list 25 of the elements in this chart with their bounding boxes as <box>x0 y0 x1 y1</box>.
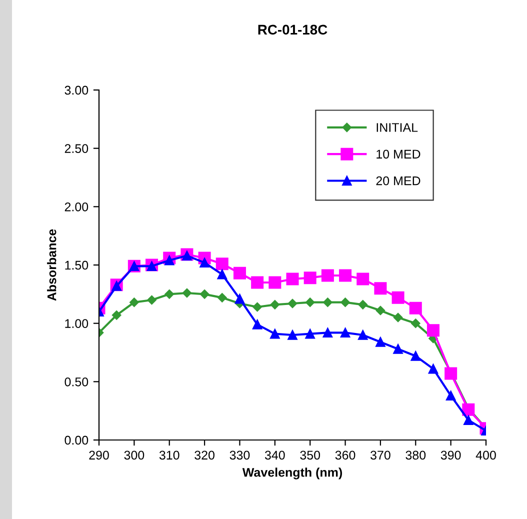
x-tick-label: 330 <box>230 450 250 460</box>
x-tick-label: 300 <box>124 450 144 460</box>
y-tick-label: 1.00 <box>65 319 88 328</box>
x-tick-label: 350 <box>300 450 320 460</box>
x-tick-label: 360 <box>335 450 356 460</box>
x-tick-label: 370 <box>370 450 390 460</box>
x-axis-title: Wavelength (nm) <box>242 468 342 480</box>
x-tick-label: 380 <box>406 450 426 460</box>
legend-label: 20 MED <box>376 176 420 186</box>
y-tick-label: 2.50 <box>64 144 88 153</box>
x-tick-label: 340 <box>264 450 285 460</box>
x-tick-label: 310 <box>159 450 180 460</box>
chart-title: RC-01-18C <box>258 24 328 35</box>
x-tick-label: 400 <box>476 450 496 460</box>
legend-label: INITIAL <box>376 123 418 132</box>
x-tick-label: 290 <box>89 450 109 460</box>
y-tick-label: 1.50 <box>65 260 88 270</box>
x-tick-label: 390 <box>440 450 461 460</box>
y-tick-label: 0.00 <box>64 436 88 445</box>
y-tick-label: 3.00 <box>64 86 88 95</box>
y-tick-label: 0.50 <box>64 377 88 386</box>
x-tick-label: 320 <box>194 450 214 460</box>
legend-label: 10 MED <box>376 150 420 159</box>
y-axis-title: Absorbance <box>47 229 56 301</box>
y-tick-label: 2.00 <box>64 202 88 212</box>
